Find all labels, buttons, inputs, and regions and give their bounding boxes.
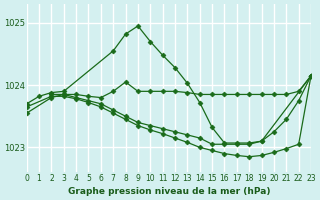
X-axis label: Graphe pression niveau de la mer (hPa): Graphe pression niveau de la mer (hPa) [68, 187, 270, 196]
